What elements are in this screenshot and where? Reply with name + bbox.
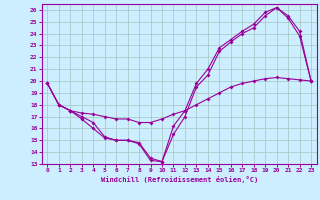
X-axis label: Windchill (Refroidissement éolien,°C): Windchill (Refroidissement éolien,°C) (100, 176, 258, 183)
